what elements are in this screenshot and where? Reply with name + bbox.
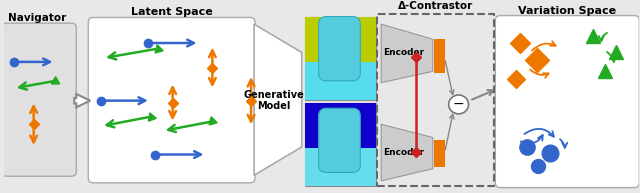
FancyBboxPatch shape xyxy=(305,17,376,62)
FancyBboxPatch shape xyxy=(305,148,376,186)
FancyBboxPatch shape xyxy=(319,17,360,81)
Text: Generative
Model: Generative Model xyxy=(244,90,304,111)
FancyBboxPatch shape xyxy=(305,102,376,186)
Text: Variation Space: Variation Space xyxy=(518,6,616,16)
Text: Encoder: Encoder xyxy=(383,148,424,157)
Circle shape xyxy=(449,95,468,114)
FancyBboxPatch shape xyxy=(434,140,445,167)
FancyBboxPatch shape xyxy=(319,108,360,173)
Text: Encoder: Encoder xyxy=(383,48,424,57)
FancyBboxPatch shape xyxy=(434,39,445,73)
Polygon shape xyxy=(381,124,433,181)
FancyBboxPatch shape xyxy=(305,62,376,100)
FancyBboxPatch shape xyxy=(495,16,639,188)
FancyBboxPatch shape xyxy=(305,102,376,148)
Text: Δ-Contrastor: Δ-Contrastor xyxy=(398,1,474,11)
Text: Navigator: Navigator xyxy=(8,13,67,23)
Polygon shape xyxy=(254,24,301,175)
Polygon shape xyxy=(74,94,90,107)
Text: Latent Space: Latent Space xyxy=(131,8,212,18)
FancyBboxPatch shape xyxy=(305,17,376,100)
Text: −: − xyxy=(452,97,465,111)
FancyBboxPatch shape xyxy=(2,23,76,176)
Polygon shape xyxy=(381,24,433,83)
FancyBboxPatch shape xyxy=(88,18,255,183)
